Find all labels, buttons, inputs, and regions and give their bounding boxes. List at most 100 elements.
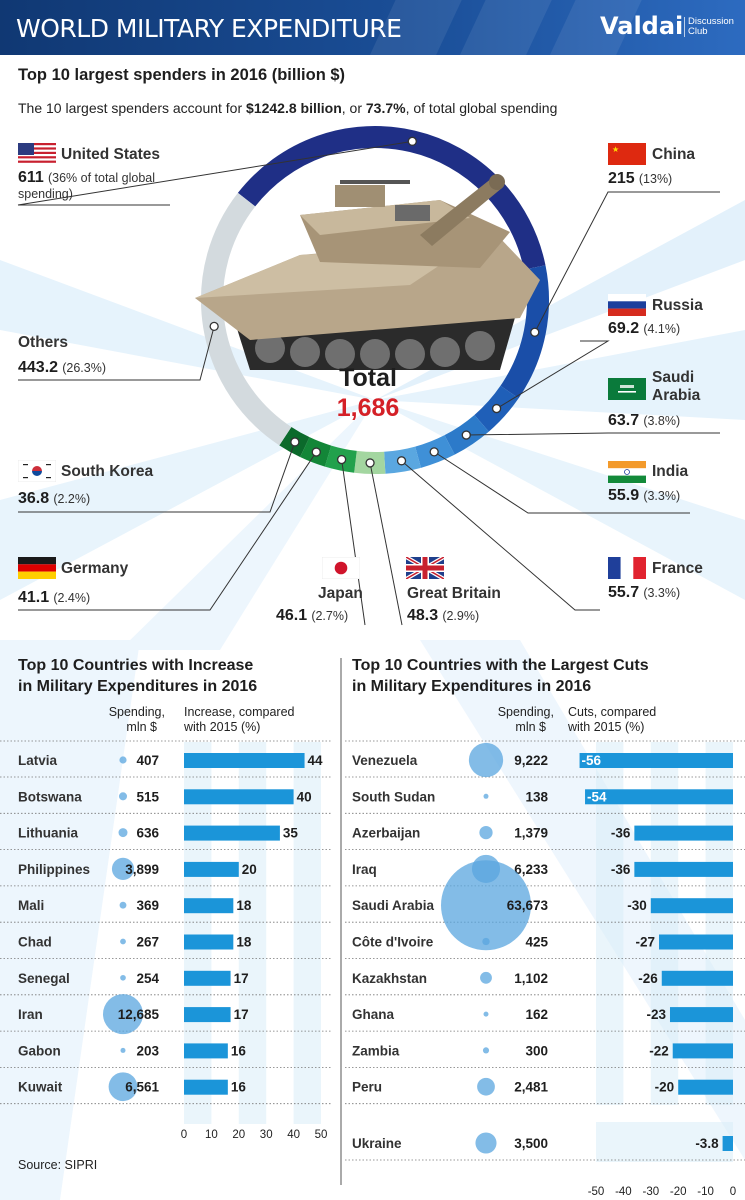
change-value: 16 — [231, 1080, 247, 1095]
spending-value: 63,673 — [507, 898, 549, 913]
country-label: Saudi Arabia — [352, 898, 435, 913]
spending-value: 6,233 — [514, 862, 548, 877]
change-value: -54 — [587, 789, 607, 804]
country-label: Venezuela — [352, 753, 418, 768]
country-label: Iraq — [352, 862, 377, 877]
uk-flag-icon — [406, 557, 444, 579]
change-value: -3.8 — [695, 1136, 719, 1151]
change-header-1: Increase, compared — [184, 705, 295, 719]
change-bar — [184, 753, 305, 768]
country-label: Iran — [18, 1007, 43, 1022]
tick-label: 30 — [260, 1129, 273, 1141]
leader-dot-france — [396, 456, 407, 466]
spending-value: 300 — [525, 1043, 548, 1058]
leader-dot-russia — [491, 403, 502, 414]
change-bar — [650, 898, 733, 914]
india-flag-icon — [608, 461, 646, 483]
label-saudi-value: 63.7 (3.8%) — [608, 412, 681, 429]
label-skorea-name: South Korea — [61, 463, 154, 480]
leader-gb — [369, 462, 403, 626]
label-skorea-value: 36.8 (2.2%) — [18, 490, 91, 507]
change-bar — [579, 753, 733, 768]
change-bar — [184, 1079, 228, 1095]
brand-logo: Valdai — [600, 12, 684, 40]
page-title: WORLD MILITARY EXPENDITURE — [16, 14, 402, 43]
change-value: 35 — [283, 826, 299, 841]
tank-muzzle — [489, 174, 505, 190]
tank-barrel — [420, 178, 502, 246]
change-value: -20 — [655, 1080, 675, 1095]
spending-value: 636 — [136, 826, 159, 841]
country-label: Gabon — [18, 1043, 61, 1058]
change-value: -22 — [649, 1043, 669, 1058]
change-bar — [661, 970, 733, 986]
change-bar — [184, 1043, 228, 1059]
spending-bubble — [111, 857, 135, 880]
label-china-value: 215 (13%) — [608, 170, 673, 187]
ray — [120, 400, 375, 650]
leader-dot-india — [429, 447, 439, 457]
change-bar — [722, 1136, 733, 1151]
change-value: 18 — [236, 935, 252, 950]
china-flag-icon: ★ — [608, 143, 646, 165]
tank-icon — [195, 174, 540, 370]
country-label: Lithuania — [18, 826, 78, 841]
spending-value: 369 — [136, 898, 159, 913]
leader-saudi — [466, 432, 720, 436]
leader-others — [18, 326, 215, 381]
total-label: Total — [339, 364, 397, 392]
label-india-name: India — [652, 463, 689, 480]
leader-dot-germany — [311, 447, 321, 457]
change-bar — [634, 861, 733, 877]
change-header-2: with 2015 (%) — [567, 720, 644, 734]
label-germany-name: Germany — [61, 560, 129, 577]
label-gb-value: 48.3 (2.9%) — [407, 607, 480, 624]
change-value: 44 — [308, 753, 324, 768]
leader-russia — [496, 340, 610, 409]
change-value: 16 — [231, 1043, 247, 1058]
change-bar — [669, 1007, 733, 1023]
leader-dot-others — [209, 321, 219, 332]
lead-amount: $1242.8 billion — [246, 100, 342, 116]
label-japan-name: Japan — [318, 585, 363, 602]
leader-us — [17, 140, 413, 206]
spending-header-2: mln $ — [515, 720, 546, 734]
change-value: 17 — [234, 1007, 249, 1022]
change-value: -27 — [636, 935, 656, 950]
spending-value: 407 — [136, 753, 159, 768]
label-us-name: United States — [61, 146, 161, 163]
leader-lines — [17, 136, 720, 626]
country-label: Peru — [352, 1080, 382, 1095]
spending-value: 267 — [136, 935, 159, 950]
change-header-2: with 2015 (%) — [183, 720, 260, 734]
tick-label: -30 — [642, 1186, 659, 1198]
lead-post: , of total global spending — [405, 100, 558, 116]
change-bar — [659, 934, 733, 950]
change-bar — [672, 1043, 733, 1059]
leader-india — [433, 451, 690, 514]
leader-france — [401, 460, 600, 611]
donut-chart — [0, 126, 745, 650]
country-label: Kuwait — [18, 1080, 63, 1095]
label-russia-value: 69.2 (4.1%) — [608, 320, 681, 337]
label-india-value: 55.9 (3.3%) — [608, 487, 681, 504]
header-banner: WORLD MILITARY EXPENDITURE Valdai Discus… — [0, 0, 745, 55]
spending-value: 254 — [136, 971, 159, 986]
label-gb-name: Great Britain — [407, 585, 501, 602]
tank-wheels — [255, 331, 495, 369]
total-value: 1,686 — [336, 394, 400, 422]
spending-bubble — [482, 937, 490, 946]
source-note: Source: SIPRI — [18, 1158, 98, 1172]
lead-share: 73.7% — [365, 100, 406, 116]
south-korea-flag-icon — [18, 460, 56, 482]
spending-value: 1,102 — [514, 971, 548, 986]
country-label: South Sudan — [352, 789, 435, 804]
chart-title-line-2: in Military Expenditures in 2016 — [352, 678, 591, 695]
label-us-value: 611 (36% of total global spending) — [18, 169, 155, 202]
change-bar — [184, 789, 294, 805]
spending-header-2: mln $ — [126, 720, 157, 734]
tick-label: 10 — [205, 1129, 218, 1141]
spending-bubble — [119, 756, 127, 764]
spending-bubble — [482, 1047, 490, 1054]
change-bar — [678, 1079, 733, 1095]
